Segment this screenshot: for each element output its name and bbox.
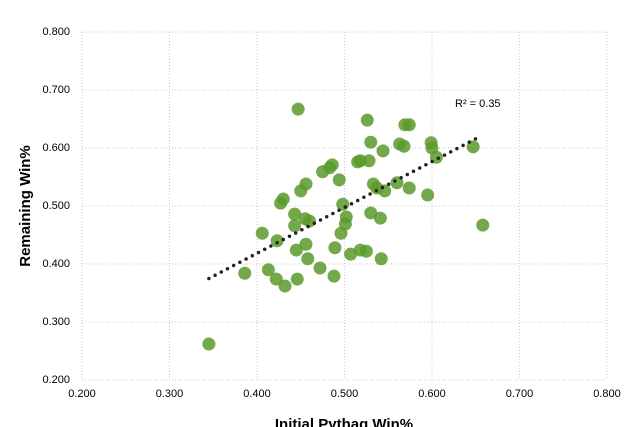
point [328, 241, 342, 255]
point [313, 261, 327, 275]
y-tick-label: 0.200 [42, 374, 70, 386]
point [288, 219, 302, 233]
annotation: R² = 0.35 [455, 98, 501, 110]
point [402, 118, 416, 132]
point [276, 192, 290, 206]
point [301, 252, 315, 266]
y-tick-label: 0.600 [42, 142, 70, 154]
x-tick-label: 0.400 [243, 388, 271, 400]
trendline [207, 134, 482, 281]
point [299, 177, 313, 191]
y-tick-label: 0.300 [42, 316, 70, 328]
point [421, 188, 435, 202]
point [332, 173, 346, 187]
x-tick-label: 0.300 [156, 388, 184, 400]
x-tick-label: 0.200 [68, 388, 96, 400]
point [238, 266, 252, 280]
x-axis-title: Initial Pythag Win% [275, 416, 413, 427]
point [289, 243, 303, 257]
point [288, 207, 302, 221]
point [364, 206, 378, 220]
y-tick-label: 0.700 [42, 84, 70, 96]
point [278, 279, 292, 293]
point [291, 102, 305, 116]
y-tick-label: 0.400 [42, 258, 70, 270]
point [339, 210, 353, 224]
y-tick-label: 0.800 [42, 26, 70, 38]
point [261, 263, 275, 277]
x-tick-label: 0.700 [506, 388, 534, 400]
point [376, 144, 390, 158]
point [476, 218, 490, 232]
point [327, 269, 341, 283]
point [374, 252, 388, 266]
point [269, 272, 283, 286]
point [299, 237, 313, 251]
point [303, 214, 316, 228]
point [202, 337, 216, 351]
point [359, 244, 373, 258]
point [364, 135, 378, 149]
point [255, 226, 269, 240]
point [390, 176, 404, 190]
point [325, 158, 339, 172]
point [270, 234, 284, 248]
point [373, 211, 387, 225]
point [360, 113, 374, 127]
y-tick-label: 0.500 [42, 200, 70, 212]
point [402, 181, 416, 195]
point [290, 272, 304, 286]
point [362, 154, 376, 168]
point [378, 184, 392, 198]
point [397, 139, 411, 153]
y-axis-title: Remaining Win% [17, 145, 34, 267]
x-tick-label: 0.500 [331, 388, 359, 400]
x-tick-label: 0.600 [418, 388, 446, 400]
x-tick-label: 0.800 [593, 388, 621, 400]
